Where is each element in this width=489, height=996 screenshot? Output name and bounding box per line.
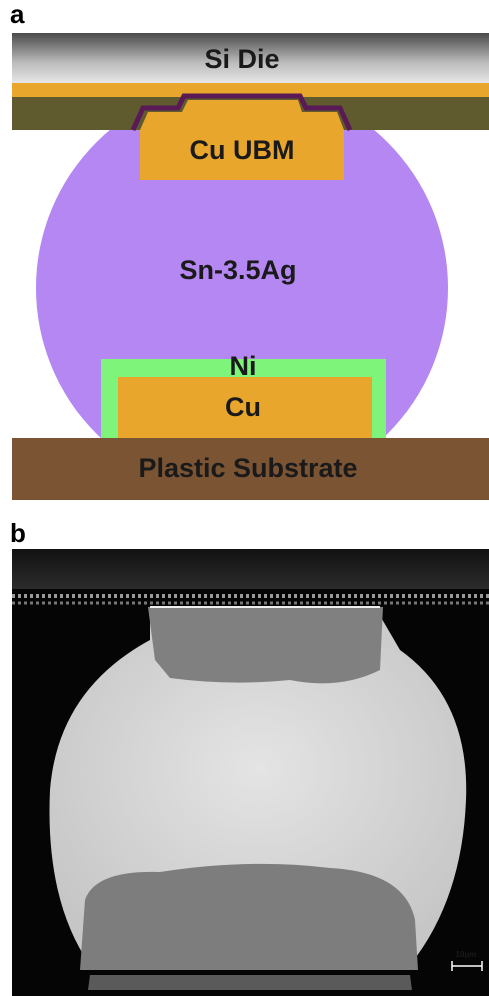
- layer-label: Sn-3.5Ag: [179, 255, 296, 285]
- sem-cu-ubm: [148, 607, 383, 683]
- panel-label: a: [10, 0, 25, 29]
- layer-label: Cu UBM: [190, 135, 295, 165]
- layer-label: Ni: [230, 351, 257, 381]
- layer-label: Plastic Substrate: [138, 453, 357, 483]
- sem-substrate: [88, 975, 412, 990]
- scale-label: 10μm: [456, 950, 477, 959]
- figure: a Si Die Cu UBM Sn-3.5Ag Ni Cu Plastic S…: [0, 0, 489, 996]
- panel-label: b: [10, 518, 26, 548]
- sem-cu-pad: [80, 864, 418, 970]
- sem-die: [12, 549, 489, 589]
- layer-label: Si Die: [204, 44, 279, 74]
- layer-label: Cu: [225, 392, 261, 422]
